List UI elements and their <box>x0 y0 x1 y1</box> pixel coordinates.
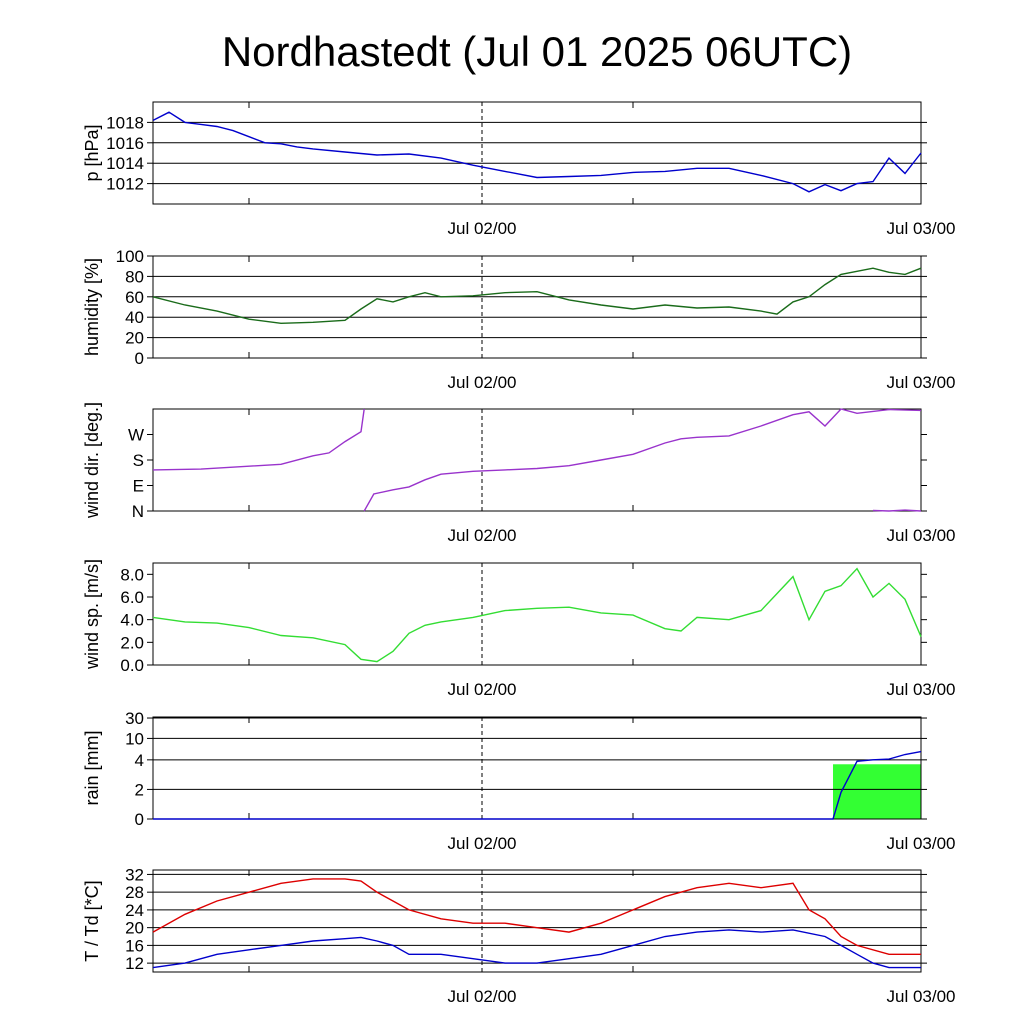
y-tick-label: 24 <box>125 901 144 920</box>
x-label-jul02: Jul 02/00 <box>448 526 517 545</box>
y-tick-label: 12 <box>125 954 144 973</box>
y-tick-label: 6.0 <box>120 588 144 607</box>
series-line-1 <box>152 567 922 663</box>
y-tick-label: 100 <box>116 247 144 266</box>
y-tick-label: 32 <box>125 865 144 884</box>
series-line-1 <box>152 408 365 471</box>
y-axis-label: wind dir. [deg.] <box>82 402 102 519</box>
y-tick-label: 2 <box>135 780 144 799</box>
y-tick-label: 60 <box>125 288 144 307</box>
series-line-2 <box>363 408 922 512</box>
x-label-jul03: Jul 03/00 <box>887 373 956 392</box>
x-label-jul02: Jul 02/00 <box>448 987 517 1006</box>
panel-frame <box>152 716 922 820</box>
x-label-jul03: Jul 03/00 <box>887 680 956 699</box>
x-label-jul02: Jul 02/00 <box>448 834 517 853</box>
y-tick-label: 40 <box>125 308 144 327</box>
y-tick-label: 20 <box>125 329 144 348</box>
x-label-jul03: Jul 03/00 <box>887 987 956 1006</box>
x-label-jul02: Jul 02/00 <box>448 373 517 392</box>
series-line-1 <box>153 750 922 820</box>
x-label-jul03: Jul 03/00 <box>887 834 956 853</box>
series-line-1 <box>152 878 921 955</box>
x-label-jul03: Jul 03/00 <box>887 526 956 545</box>
y-axis-label: T / Td [*C] <box>82 880 102 961</box>
y-tick-label: W <box>128 426 144 445</box>
y-tick-label: 0 <box>135 810 144 829</box>
panel-frame <box>152 408 922 512</box>
y-tick-label: 80 <box>125 267 144 286</box>
series-line-1 <box>152 111 922 193</box>
y-axis-label: wind sp. [m/s] <box>82 559 102 670</box>
panel-4: 0.0 2.0 4.0 6.0 8.0 Jul 02/00 Jul 03/00 wind sp… <box>82 559 956 699</box>
y-tick-label: E <box>133 477 144 496</box>
y-tick-label: 2.0 <box>120 633 144 652</box>
rain-bar-1 <box>833 764 921 819</box>
y-axis-label: p [hPa] <box>82 124 102 181</box>
y-tick-label: 20 <box>125 919 144 938</box>
chart-title: Nordhastedt (Jul 01 2025 06UTC) <box>222 28 852 75</box>
series-line-2 <box>152 929 921 969</box>
panel-frame <box>152 869 922 973</box>
y-axis-label: humidity [%] <box>82 258 102 356</box>
y-axis-label: rain [mm] <box>82 730 102 805</box>
y-tick-label: 8.0 <box>120 565 144 584</box>
y-tick-label: 0.0 <box>120 656 144 675</box>
panel-frame <box>152 101 922 205</box>
panel-frame <box>152 255 922 359</box>
series-line-1 <box>152 267 922 325</box>
y-tick-label: N <box>132 502 144 521</box>
y-tick-label: 0 <box>135 349 144 368</box>
y-tick-label: 4.0 <box>120 611 144 630</box>
x-label-jul02: Jul 02/00 <box>448 219 517 238</box>
y-tick-label: 1012 <box>106 175 144 194</box>
y-tick-label: 16 <box>125 936 144 955</box>
panel-frame <box>152 562 922 666</box>
y-tick-label: 10 <box>125 729 144 748</box>
y-tick-label: 4 <box>135 751 144 770</box>
y-tick-label: 30 <box>125 709 144 728</box>
y-tick-label: S <box>133 451 144 470</box>
x-label-jul03: Jul 03/00 <box>887 219 956 238</box>
y-tick-label: 1016 <box>106 134 144 153</box>
x-label-jul02: Jul 02/00 <box>448 680 517 699</box>
y-tick-label: 1018 <box>106 113 144 132</box>
series-line-3 <box>872 509 922 512</box>
y-tick-label: 1014 <box>106 154 144 173</box>
y-tick-label: 28 <box>125 883 144 902</box>
